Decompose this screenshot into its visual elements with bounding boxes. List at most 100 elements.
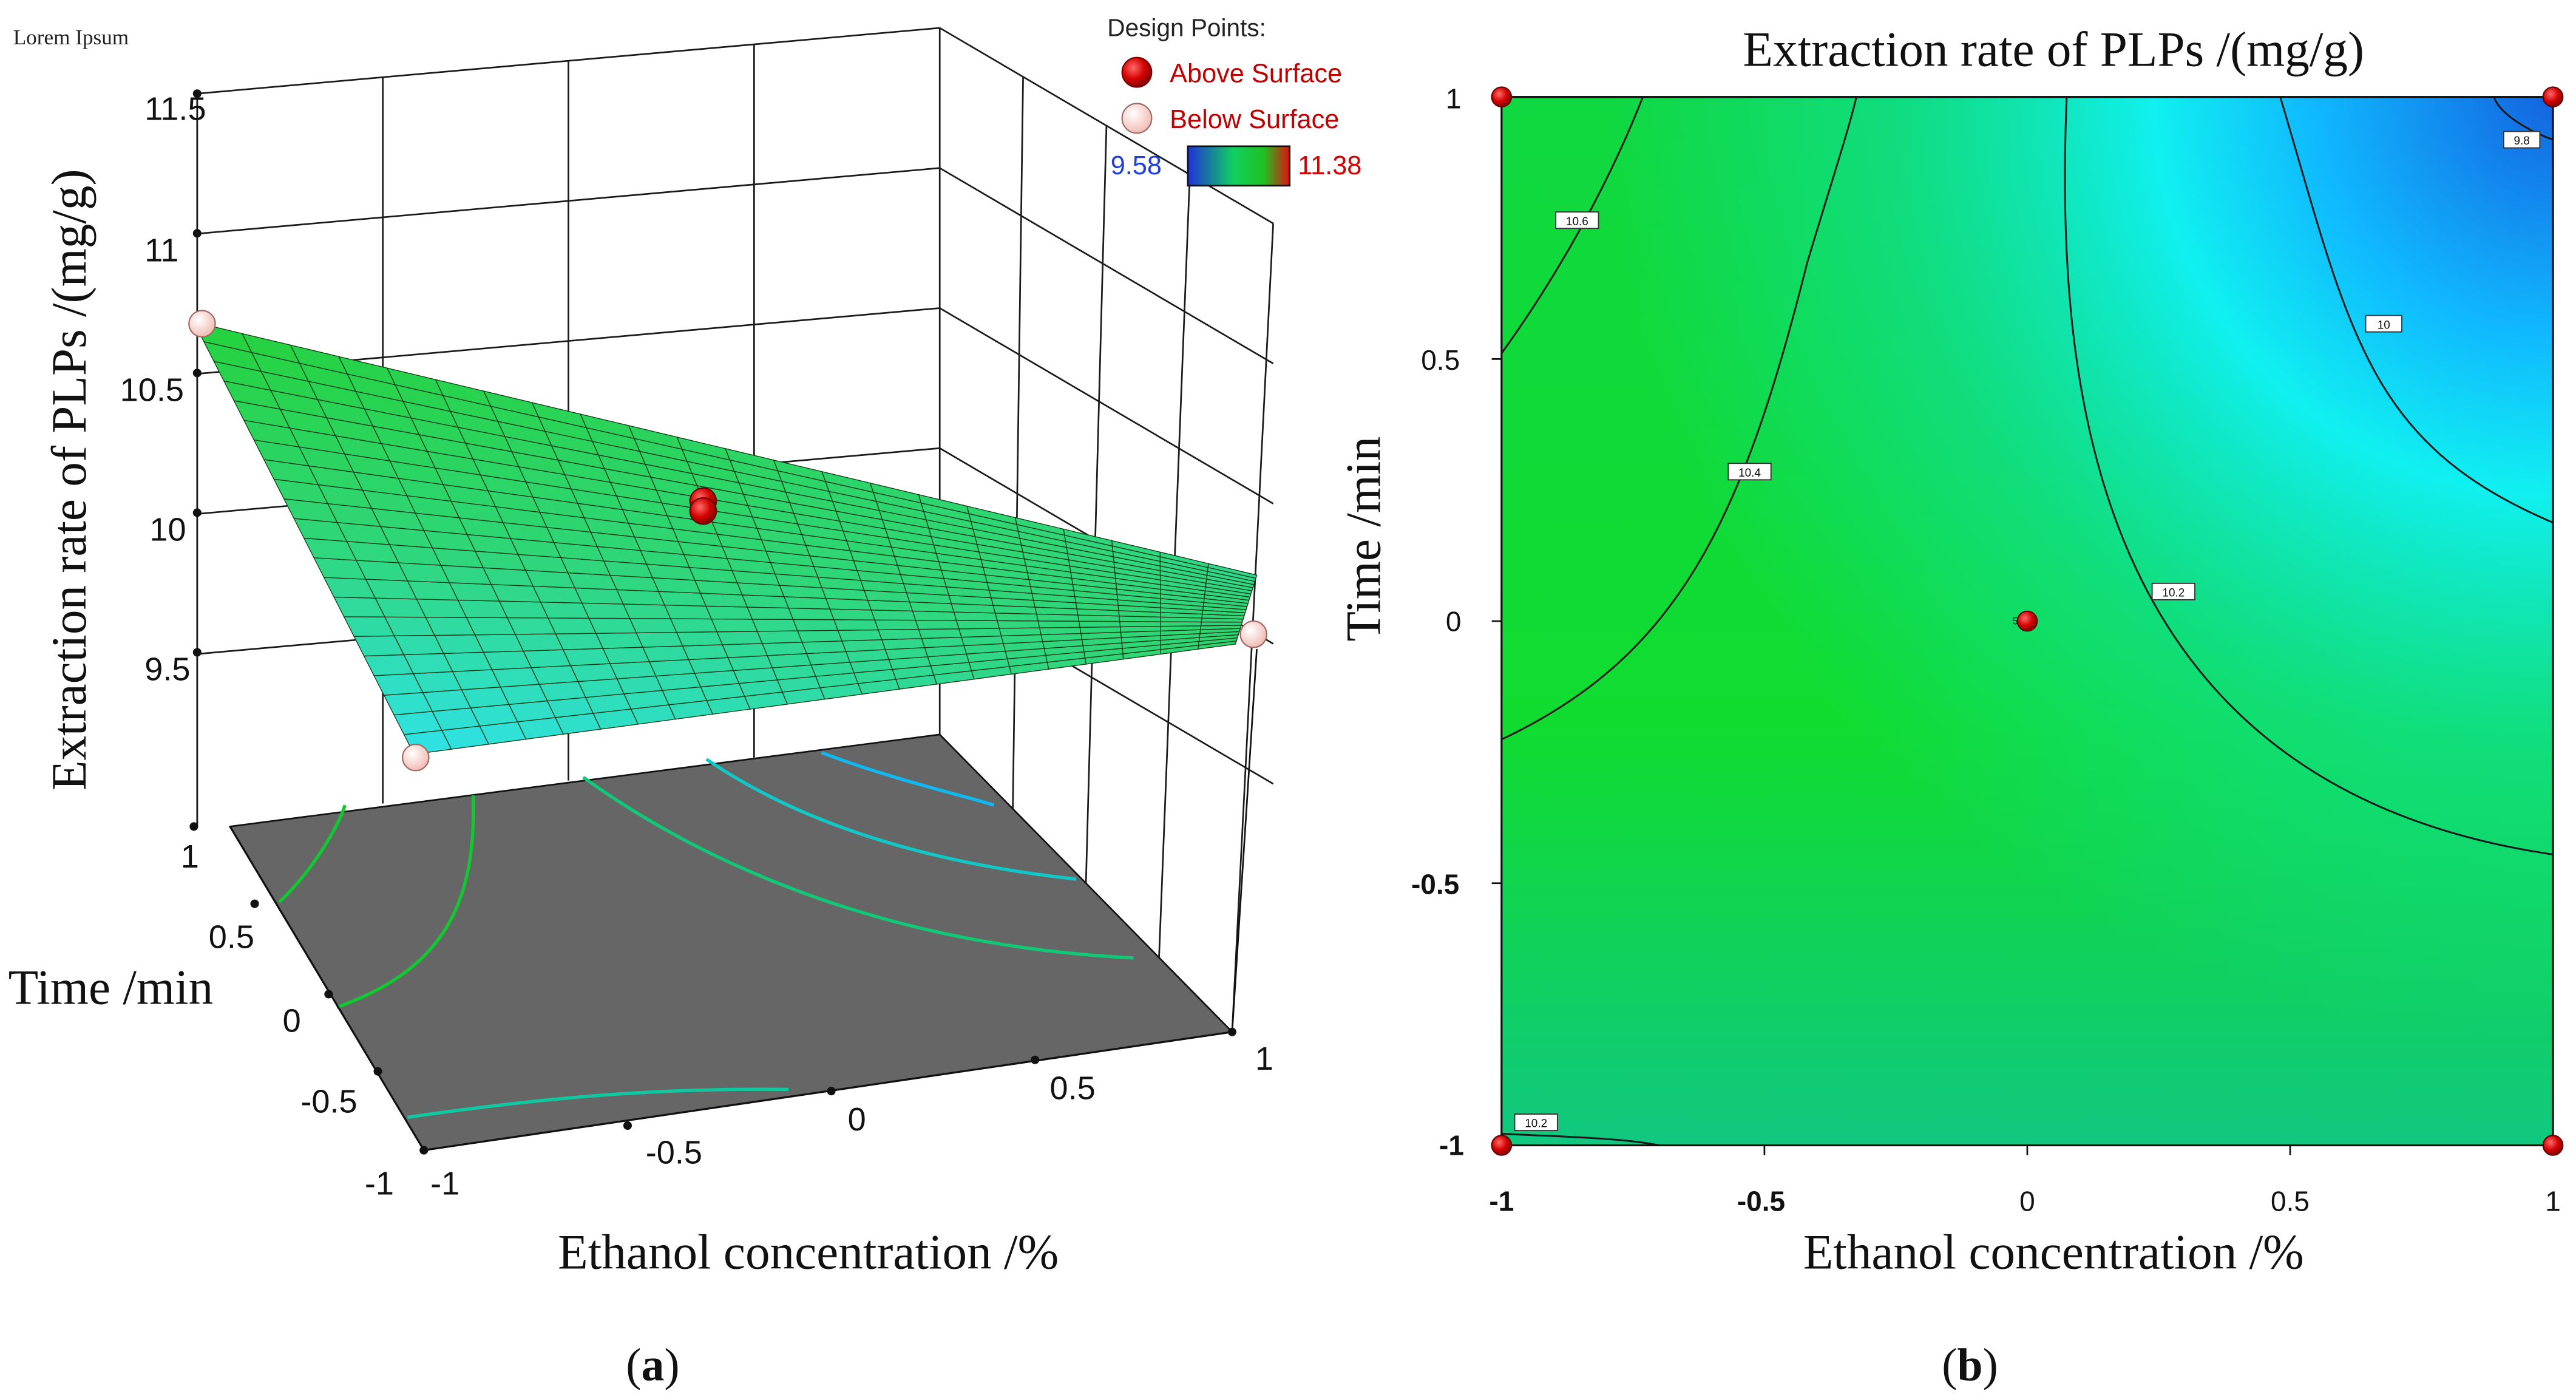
z-tick-label: 11.5 [144,91,206,127]
contour-label: 10.4 [1738,467,1761,480]
y-tick-label: 0.5 [209,919,254,956]
z-tick-label: 11 [144,232,178,268]
surface-cell [1079,626,1122,634]
surface-cell [722,643,768,658]
legend-below-marker [1121,103,1153,134]
x-tick-label: -0.5 [646,1134,702,1171]
surface-cell [540,601,590,619]
y-tick-label: 0.5 [1421,344,1460,376]
surface-cell [588,617,637,634]
panel-b-label: (b) [1942,1340,1998,1391]
z-tick-label: 9.5 [144,651,190,688]
surface-cell [581,602,631,619]
surface-cell [797,630,843,643]
surface-cell [532,585,583,604]
surface-cell [955,620,1000,630]
design-points-b [1491,86,2564,1156]
y-tick-label: 0 [283,1003,301,1039]
surface-cell [727,655,773,671]
surface-cell [998,627,1042,637]
surface-cell [506,617,557,635]
legend-below-label: Below Surface [1170,105,1339,134]
surface-cell [523,649,572,668]
surface-cell [547,617,597,634]
x-axis-title: Ethanol concentration /% [558,1225,1059,1279]
surface-cell [602,647,650,664]
surface-cell [642,645,690,662]
x-tick-label: -1 [430,1166,459,1202]
surface-cell [570,663,618,682]
legend-above-label: Above Surface [1170,59,1342,88]
design-point [1239,620,1267,648]
surface-cell [829,608,876,620]
design-point [2542,86,2564,108]
surface-cell [997,620,1040,629]
surface-cell [958,628,1002,638]
contour-label: 10.2 [1525,1118,1547,1130]
y-tick-label: -0.5 [300,1083,357,1120]
floor-contours [278,751,1134,1120]
surface-cell [574,587,624,605]
surface-cell [1207,563,1258,579]
surface-cell [616,589,665,606]
surface-cell [792,619,839,631]
surface-cell [1119,625,1161,633]
surface-cell [629,618,677,634]
surface-cell [788,607,835,620]
surface-cell [801,641,847,654]
surface-cell [648,659,696,677]
surface-cell [555,633,604,650]
design-point [2016,610,2038,632]
legend-above-marker [1121,56,1153,88]
x-tick-label: -0.5 [1737,1186,1785,1217]
surface-cell [498,600,549,619]
surface-cell [761,642,807,656]
design-point [2542,1135,2564,1156]
surface-cell [874,619,920,631]
contour-level-labels: 10.6 10.4 10.2 10 9.8 10.2 [1514,131,2541,1132]
surface-cell [1037,620,1081,628]
panel-b-contour-plot: Extraction rate of PLPs /(mg/g) 10.6 10.… [1337,22,2564,1391]
design-point [1491,86,1513,108]
y-axis-line [229,826,425,1151]
design-point [402,743,430,772]
x-tick-label: 0.5 [1050,1070,1096,1107]
y-tick [189,822,198,831]
surface-cell [616,675,663,695]
x-tick-label: 0.5 [2271,1186,2310,1217]
surface-cell [841,639,886,653]
surface-cell [657,591,707,607]
surface-cell [912,610,957,621]
surface-cell [767,653,812,668]
x-tick-label: -1 [1489,1186,1514,1217]
y-tick-label: 1 [181,838,199,875]
design-point [689,497,717,525]
wall-gridline [939,167,1274,364]
surface-cell [1160,621,1202,627]
surface-cell [669,618,718,633]
surface-cell [705,605,753,620]
x-tick-label: 0 [2019,1186,2035,1217]
legend: Design Points: Above Surface Below Surfa… [1107,14,1361,187]
contour-label: 10.6 [1566,216,1588,228]
surface-cell [595,632,644,649]
surface-cell [711,618,758,633]
z-tick [192,508,202,517]
surface-cell [837,629,883,642]
z-tick-label: 10.5 [120,372,184,408]
panel-a-label: (a) [626,1340,679,1391]
color-scale-bar [1187,145,1291,187]
surface-cell [676,631,724,647]
scale-max-label: 11.38 [1298,151,1361,180]
x-tick [623,1121,632,1130]
wall-gridline [1085,126,1108,883]
x-tick-label: 1 [2545,1186,2561,1217]
panel-a-surface-plot: Lorem Ipsum 11.5 11 10.5 10 9.5 1 0.5 0 … [8,14,1362,1391]
surface-cell [514,633,564,651]
surface-cell [881,637,926,650]
y-tick-label: 0 [1446,605,1462,637]
surface-cell [751,619,799,632]
design-points-a [188,310,1267,772]
right-edge-line [1231,649,1258,1032]
y-tick-label: -1 [365,1166,394,1202]
